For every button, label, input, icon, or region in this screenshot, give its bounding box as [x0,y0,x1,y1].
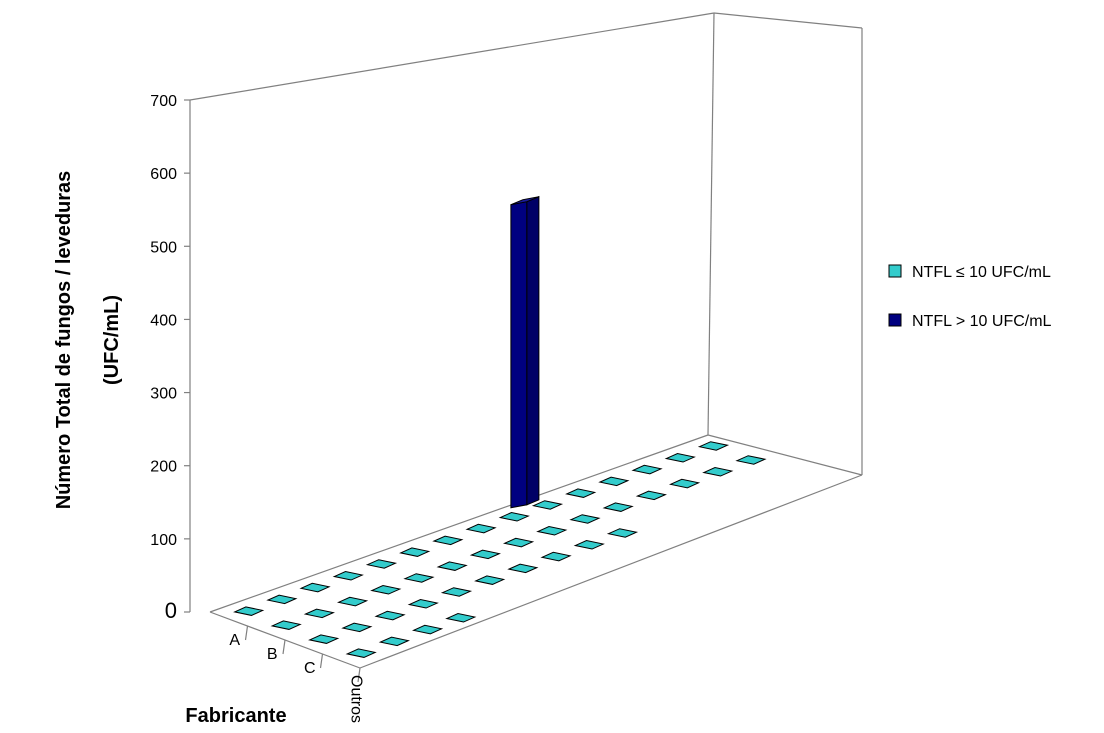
x-tick-label: C [304,660,316,677]
floor-tile [266,594,298,605]
floor-tile [498,511,530,522]
y-axis: 0 100 200 300 400 500 600 700 [150,93,191,623]
floor-right-back-edge [707,434,863,476]
y-tick-label: 0 [165,598,177,623]
bar-high-value [510,195,540,509]
legend-label-high: NTFL > 10 UFC/mL [912,313,1052,330]
x-tick-mark [282,639,286,655]
floor-tile [336,596,369,607]
bars [510,195,540,509]
floor-tile [668,478,701,489]
floor-tile [631,464,663,475]
floor-tile [702,466,734,477]
floor-tile [270,620,302,630]
floor-tile [606,528,639,538]
axis-titles: Número Total de fungos / leveduras (UFC/… [53,171,287,727]
floor-tile [407,598,439,609]
x-tick-mark [319,653,324,669]
y-tick-label: 500 [150,239,177,256]
floor-tile [233,606,265,616]
floor-tile [365,559,398,569]
floor-tile [308,634,340,644]
floor-tile [403,573,435,583]
floor-tile [440,587,473,597]
bar-front [510,201,528,509]
floor-tile [374,610,406,621]
x-tick-mark [244,625,249,641]
x-ticks: A B C Outros [229,625,364,723]
y-axis-title-line2: (UFC/mL) [101,295,123,385]
y-tick-label: 300 [150,386,177,403]
floor-tile [531,500,564,510]
y-tick-label: 200 [150,459,177,476]
floor-tile [378,636,410,647]
bar-top [510,196,540,206]
floor-tile [635,490,667,501]
floor-front-edge [359,474,863,669]
floor-back-edge [209,434,709,613]
floor-tile [573,539,605,550]
floor-tile [474,575,506,585]
floor-tile [507,563,539,574]
floor-tile [445,612,477,623]
floor-tile [569,514,601,524]
floor-tiles [233,441,767,658]
x-tick-mark [357,667,361,683]
floor-tile [697,441,730,451]
floor-tile [303,608,335,619]
x-axis-title: Fabricante [185,705,286,727]
floor-tile [602,502,634,512]
chart-frame [189,12,863,669]
left-wall-top-edge [189,12,715,101]
legend-label-low: NTFL ≤ 10 UFC/mL [912,264,1051,281]
x-tick-label: A [229,632,240,649]
floor-tile [465,523,497,534]
floor-tile [432,535,464,546]
legend: NTFL ≤ 10 UFC/mL NTFL > 10 UFC/mL [888,264,1052,330]
floor-tile [411,624,444,635]
y-tick-label: 700 [150,93,177,110]
floor-tile [735,455,767,465]
floor-tile [598,476,630,487]
right-wall-top-edge [713,12,863,29]
floor-tile [469,549,501,560]
legend-item-high: NTFL > 10 UFC/mL [888,313,1052,330]
y-axis-title-line1: Número Total de fungos / leveduras [53,171,75,510]
legend-swatch-low [888,264,902,278]
floor-tile [370,584,402,595]
floor-tile [341,622,373,633]
floor-tile [399,547,431,557]
floor-tile [502,537,535,548]
y-tick-label: 400 [150,312,177,329]
floor-tile [299,582,331,593]
legend-item-low: NTFL ≤ 10 UFC/mL [888,264,1051,281]
y-tick-label: 600 [150,166,177,183]
floor-tile [536,525,568,536]
floor-tile [565,488,597,498]
legend-swatch-high [888,313,902,327]
y-ticks: 0 100 200 300 400 500 600 700 [150,93,190,623]
floor-tile [332,570,364,581]
bar-side [526,195,540,506]
x-tick-label: B [267,646,278,663]
back-vertical-edge [707,12,715,436]
floor-tile [664,452,696,463]
floor-tile [540,551,572,562]
floor-tile [436,561,468,571]
x-tick-label: Outros [347,675,364,723]
floor-tile [345,648,377,658]
y-tick-label: 100 [150,532,177,549]
